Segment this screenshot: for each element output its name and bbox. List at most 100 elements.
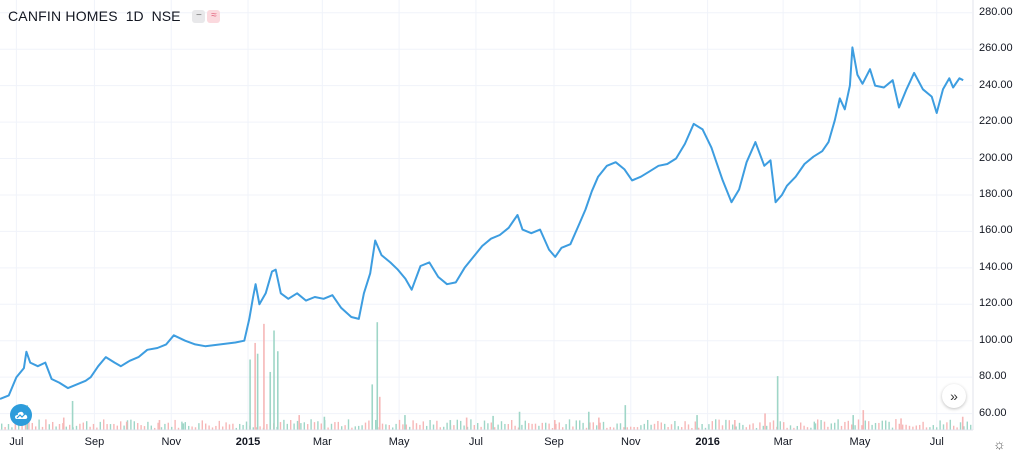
- volume-bar-small: [147, 421, 149, 430]
- volume-bar-small: [660, 422, 662, 430]
- volume-bar-small: [670, 424, 673, 430]
- volume-bar-small: [796, 425, 798, 430]
- cloud-logo-icon[interactable]: [10, 404, 32, 426]
- volume-bar-small: [735, 426, 737, 430]
- volume-bar-small: [606, 427, 608, 430]
- approx-icon[interactable]: ≈: [207, 9, 221, 23]
- y-tick-label: 220.00: [979, 115, 1013, 128]
- volume-bar: [518, 411, 521, 430]
- volume-bar-small: [647, 419, 649, 430]
- y-tick-label: 60.00: [979, 406, 1007, 419]
- volume-bar-small: [599, 422, 601, 430]
- volume-bar-small: [235, 427, 237, 430]
- volume-bar: [598, 417, 600, 430]
- volume-bar-small: [157, 422, 159, 430]
- volume-bar-small: [609, 426, 611, 430]
- chevron-double-right-icon[interactable]: »: [942, 384, 966, 408]
- symbol-name[interactable]: CANFIN HOMES: [8, 8, 118, 24]
- volume-bar-small: [432, 424, 435, 430]
- volume-bar-small: [626, 427, 628, 430]
- volume-bar-small: [82, 422, 84, 430]
- y-tick-label: 80.00: [979, 370, 1007, 383]
- volume-bar-small: [385, 424, 387, 430]
- volume-bar-small: [358, 425, 360, 430]
- volume-bar-small: [52, 421, 54, 430]
- volume-bar-small: [755, 427, 758, 430]
- volume-bar-small: [320, 423, 322, 430]
- volume-bar-small: [766, 425, 768, 430]
- volume-bar-small: [851, 424, 853, 430]
- volume-bar-small: [725, 419, 727, 430]
- volume-bar-small: [803, 425, 805, 430]
- volume-bar-small: [745, 427, 747, 430]
- volume-bar-small: [830, 423, 832, 430]
- volume-bar-small: [528, 423, 530, 430]
- volume-bar: [256, 353, 259, 430]
- volume-bar-small: [133, 421, 135, 430]
- volume-bar-small: [936, 427, 938, 430]
- volume-bar-small: [939, 420, 941, 430]
- volume-bar-small: [497, 424, 499, 430]
- volume-bar-small: [415, 423, 418, 430]
- x-tick-label: Mar: [312, 436, 332, 448]
- volume-bar-small: [895, 419, 897, 430]
- x-tick-label: Nov: [621, 436, 641, 448]
- volume-bar-small: [317, 421, 319, 430]
- volume-bar-small: [898, 423, 900, 430]
- volume-bar-small: [194, 427, 197, 430]
- volume-bar-small: [718, 419, 720, 430]
- volume-bar-small: [694, 421, 696, 430]
- volume-bar-small: [167, 422, 169, 430]
- volume-bar-small: [545, 422, 547, 430]
- volume-bar-small: [266, 424, 268, 430]
- volume-bar-small: [395, 423, 397, 430]
- volume-bar-small: [752, 423, 754, 430]
- x-tick-label: Nov: [161, 436, 181, 448]
- x-tick-label: Sep: [544, 436, 564, 448]
- volume-bar-small: [453, 425, 455, 430]
- volume-bar-small: [483, 420, 486, 430]
- volume-bar-small: [728, 420, 730, 430]
- y-tick-label: 160.00: [979, 224, 1013, 237]
- gear-icon[interactable]: ☼: [993, 436, 1006, 452]
- volume-bar-small: [531, 423, 533, 430]
- volume-bar-small: [375, 419, 377, 430]
- volume-bar: [553, 420, 556, 430]
- volume-bar-small: [89, 426, 91, 430]
- price-line-series-0[interactable]: [0, 46, 964, 400]
- volume-bar-small: [732, 424, 734, 430]
- volume-bar-small: [177, 427, 180, 430]
- volume-bar: [814, 423, 817, 430]
- volume-bar-small: [35, 426, 37, 430]
- volume-bar-small: [575, 420, 577, 430]
- volume-bar-small: [966, 421, 968, 430]
- volume-bar-small: [759, 422, 761, 430]
- volume-bar-small: [922, 421, 924, 430]
- minus-icon[interactable]: −: [192, 9, 206, 23]
- volume-bar-small: [113, 423, 115, 430]
- volume-bar-small: [96, 427, 98, 430]
- volume-bar-small: [443, 426, 445, 430]
- volume-bar-small: [514, 425, 516, 430]
- volume-bar-small: [11, 427, 13, 430]
- volume-bar-small: [919, 424, 921, 430]
- volume-bar-small: [650, 424, 652, 430]
- volume-bar-small: [398, 419, 401, 430]
- chart-grid: [0, 0, 972, 430]
- volume-bar-small: [79, 423, 81, 430]
- volume-bar-small: [286, 423, 288, 430]
- volume-bar-small: [585, 427, 588, 430]
- x-tick-label: Mar: [773, 436, 793, 448]
- volume-bar-small: [341, 426, 343, 430]
- volume-bar-small: [456, 419, 458, 430]
- volume-bar-small: [953, 425, 955, 430]
- volume-bar-small: [388, 425, 390, 430]
- volume-bar-small: [704, 427, 707, 430]
- interval-label[interactable]: 1D: [125, 8, 144, 24]
- volume-bar-small: [946, 422, 948, 430]
- volume-bar-small: [232, 423, 234, 430]
- volume-bar-small: [905, 424, 907, 430]
- volume-bar-small: [837, 419, 839, 430]
- volume-bar-small: [245, 421, 248, 430]
